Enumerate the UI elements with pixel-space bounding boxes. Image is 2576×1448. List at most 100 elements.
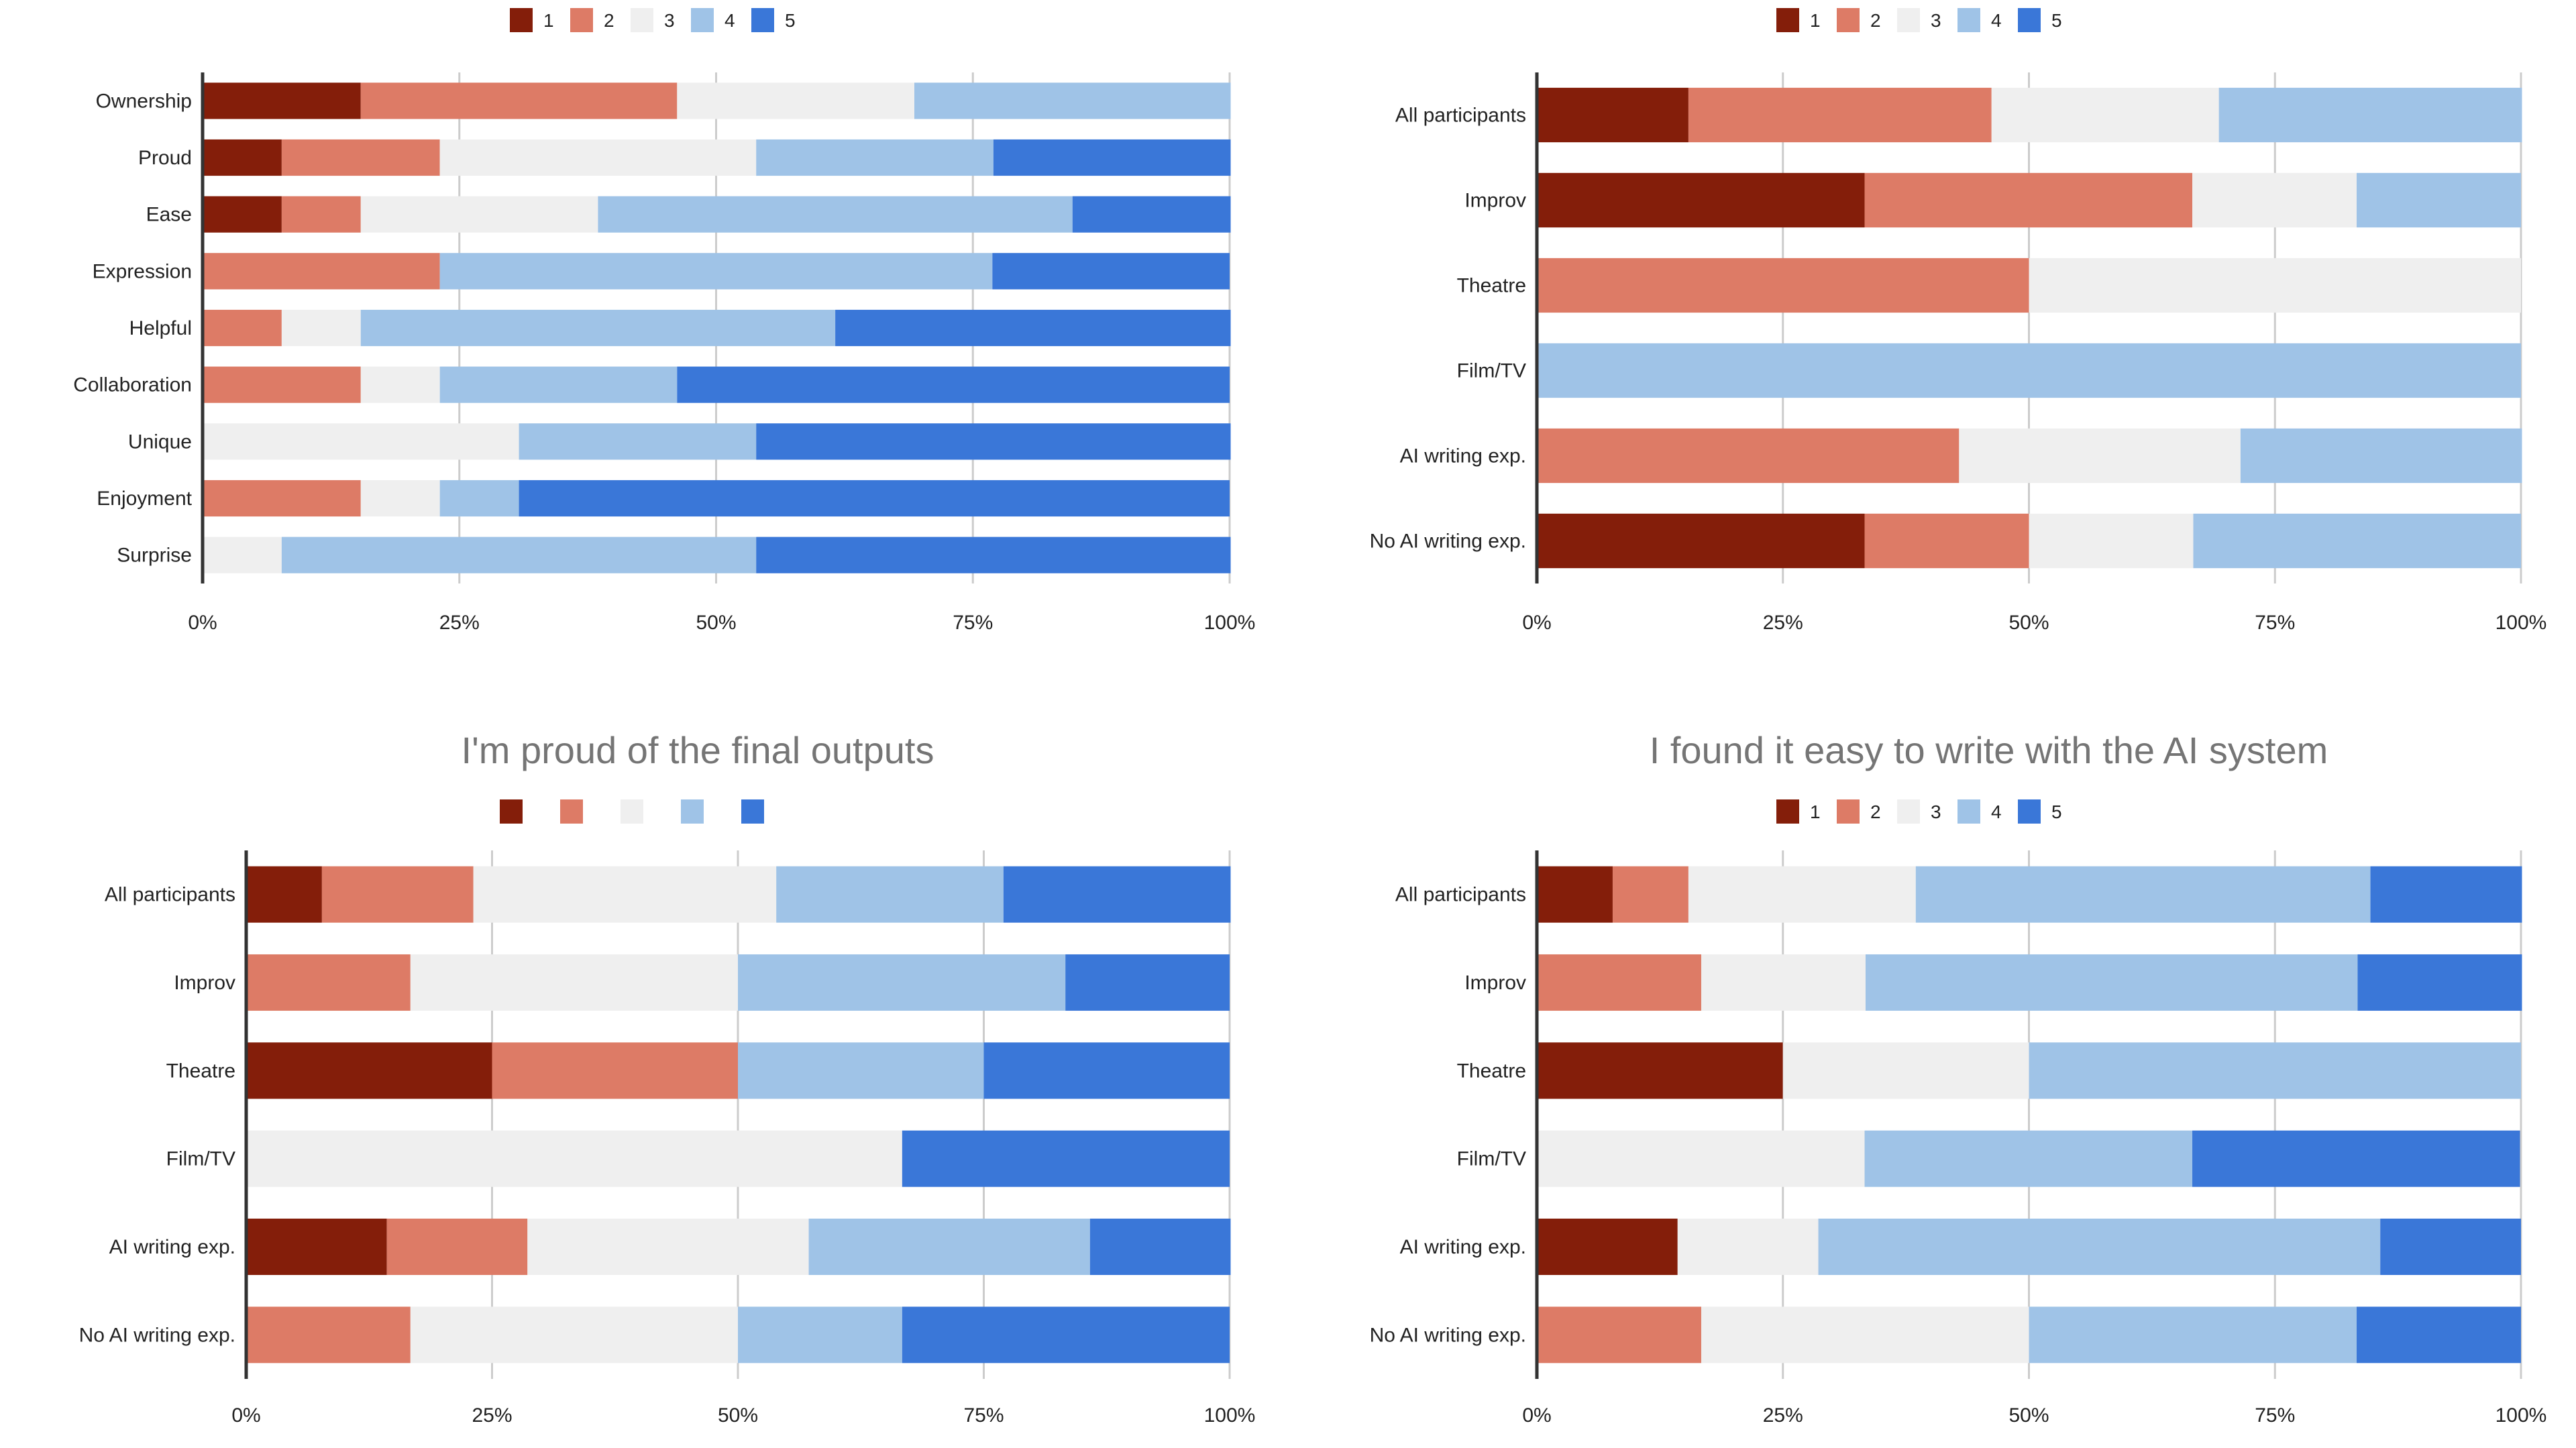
- bar-segment-4: [519, 423, 757, 460]
- category-label: Ease: [146, 204, 192, 226]
- legend-swatch-5: [751, 8, 774, 32]
- bar-segment-5: [1072, 196, 1231, 233]
- bar-segment-4: [439, 253, 993, 290]
- bar-segment-1: [1537, 87, 1688, 143]
- bar-segment-4: [914, 82, 1231, 119]
- bar-segment-2: [386, 1218, 528, 1276]
- category-label: AI writing exp.: [109, 1236, 235, 1258]
- bar-segment-2: [1688, 87, 1992, 143]
- bar-segment-3: [1677, 1218, 1819, 1276]
- category-label: Improv: [174, 972, 235, 994]
- bar-segment-3: [2029, 513, 2194, 569]
- chart-title: I'm proud of the final outputs: [462, 729, 934, 771]
- x-tick-label: 0%: [1522, 1404, 1551, 1427]
- category-label: AI writing exp.: [1400, 1236, 1526, 1258]
- legend-label-3: 3: [1931, 801, 1941, 822]
- legend-swatch-3: [1897, 799, 1920, 824]
- bar-segment-4: [439, 480, 519, 517]
- legend-label-2: 2: [1870, 10, 1881, 31]
- x-tick-label: 75%: [2255, 612, 2295, 634]
- legend-label-4: 4: [724, 10, 735, 31]
- bar-segment-1: [203, 196, 282, 233]
- x-tick-label: 100%: [2496, 612, 2547, 634]
- category-label: Helpful: [129, 317, 192, 339]
- bar-segment-3: [410, 1306, 738, 1363]
- bar-segment-4: [360, 309, 836, 347]
- x-tick-label: 0%: [188, 612, 217, 634]
- category-label: Film/TV: [1457, 1148, 1526, 1170]
- legend-swatch-5: [2018, 8, 2041, 32]
- bar-segment-4: [1537, 343, 2521, 398]
- x-tick-label: 100%: [1204, 612, 1256, 634]
- bar-segment-4: [598, 196, 1073, 233]
- bar-segment-4: [2240, 428, 2522, 484]
- bar-segment-4: [439, 366, 678, 403]
- bar-segment-2: [203, 366, 361, 403]
- legend-swatch-4: [691, 8, 714, 32]
- bar-segment-3: [360, 366, 440, 403]
- bar-segment-1: [1537, 1042, 1783, 1099]
- category-label: Improv: [1464, 972, 1526, 994]
- x-tick-label: 50%: [2008, 612, 2049, 634]
- bar-segment-1: [246, 1042, 492, 1099]
- legend-swatch-3: [621, 799, 643, 824]
- x-tick-label: 0%: [1522, 612, 1551, 634]
- category-label: All participants: [1395, 105, 1526, 127]
- legend-swatch-1: [1776, 799, 1799, 824]
- category-label: All participants: [105, 884, 235, 906]
- bar-segment-4: [738, 1042, 984, 1099]
- bar-segment-3: [1991, 87, 2219, 143]
- bar-segment-3: [410, 954, 738, 1011]
- bar-segment-5: [756, 423, 1231, 460]
- bar-segment-2: [281, 139, 440, 176]
- legend-label-5: 5: [2051, 10, 2062, 31]
- bar-segment-5: [1065, 954, 1230, 1011]
- bar-segment-3: [1701, 954, 1866, 1011]
- x-tick-label: 75%: [963, 1404, 1004, 1427]
- bar-segment-1: [1537, 1218, 1678, 1276]
- bar-segment-5: [992, 253, 1230, 290]
- bar-segment-3: [2192, 172, 2357, 228]
- legend-swatch-5: [2018, 799, 2041, 824]
- bar-segment-2: [1537, 954, 1701, 1011]
- category-label: Theatre: [1457, 1060, 1526, 1082]
- bar-segment-2: [203, 309, 282, 347]
- category-label: Unique: [128, 431, 192, 453]
- bar-segment-5: [2380, 1218, 2521, 1276]
- category-label: Theatre: [166, 1060, 235, 1082]
- legend-swatch-1: [510, 8, 533, 32]
- bar-segment-4: [281, 537, 757, 573]
- legend-label-5: 5: [2051, 801, 2062, 822]
- category-label: Improv: [1464, 190, 1526, 212]
- bar-segment-4: [2357, 172, 2521, 228]
- bar-segment-5: [902, 1306, 1230, 1363]
- x-tick-label: 50%: [718, 1404, 758, 1427]
- bar-segment-5: [756, 537, 1231, 573]
- category-label: No AI writing exp.: [79, 1324, 235, 1346]
- bar-segment-4: [738, 1306, 902, 1363]
- bar-segment-5: [2370, 866, 2522, 923]
- legend-swatch-3: [631, 8, 653, 32]
- bar-segment-4: [2029, 1306, 2357, 1363]
- chart-3: I'm proud of the final outputs 0% 25% 50% 75…: [79, 729, 1256, 1427]
- x-tick-label: 50%: [2008, 1404, 2049, 1427]
- bar-segment-3: [203, 423, 519, 460]
- bar-segment-2: [1537, 428, 1960, 484]
- chart-title: I found it easy to write with the AI sys…: [1650, 729, 2328, 771]
- bar-segment-4: [2029, 1042, 2521, 1099]
- bar-segment-2: [1864, 513, 2029, 569]
- category-label: All participants: [1395, 884, 1526, 906]
- bar-segment-3: [1537, 1130, 1865, 1187]
- bar-segment-3: [1959, 428, 2241, 484]
- bar-segment-5: [835, 309, 1231, 347]
- legend-label-2: 2: [1870, 801, 1881, 822]
- category-label: Enjoyment: [97, 488, 192, 510]
- bar-segment-1: [1537, 172, 1865, 228]
- bar-segment-5: [519, 480, 1230, 517]
- category-label: Proud: [138, 147, 192, 169]
- bar-segment-2: [1612, 866, 1688, 923]
- bar-segment-4: [1818, 1218, 2381, 1276]
- legend-swatch-2: [1837, 8, 1860, 32]
- legend-label-4: 4: [1991, 10, 2002, 31]
